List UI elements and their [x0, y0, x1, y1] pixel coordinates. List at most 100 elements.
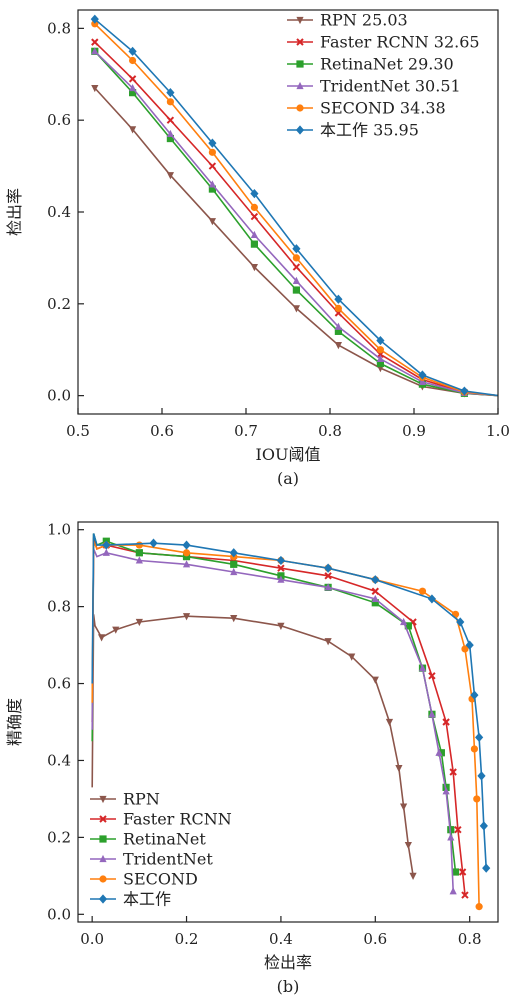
- legend-marker-1-stroke-b: [296, 38, 304, 46]
- data-point-1-7-stroke-b: [277, 564, 285, 572]
- data-point-3-10: [400, 617, 408, 626]
- chart-panel-a: 0.5 0.6 0.7 0.8 0.9 1.0 0.0 0.2 0.4 0.6 0.8 IOU阈值 检出…: [5, 9, 510, 488]
- data-point-5-15: [477, 771, 486, 781]
- data-point-4-5: [182, 549, 191, 557]
- data-point-1-0: [91, 38, 99, 46]
- legend-marker-1-stroke-b: [99, 815, 107, 823]
- data-point-2-9: [371, 599, 379, 607]
- data-point-0-0: [91, 84, 99, 93]
- data-point-3-13: [435, 748, 443, 756]
- data-point-3-7: [277, 575, 285, 583]
- y-tick-label-0: 0.0: [47, 387, 71, 405]
- data-point-1-3: [208, 162, 217, 170]
- data-point-3-3: [102, 548, 110, 556]
- data-point-4-4: [250, 203, 258, 212]
- data-point-3-3: [208, 180, 216, 188]
- data-point-2-4: [250, 240, 258, 248]
- data-point-1-8: [324, 572, 332, 580]
- legend-label-1: Faster RCNN: [123, 810, 232, 829]
- data-point-5-13: [470, 690, 479, 700]
- panel-label: (a): [277, 469, 299, 488]
- data-point-0-4: [112, 626, 120, 634]
- data-point-0-12: [385, 718, 394, 727]
- data-point-3-12: [428, 710, 436, 718]
- legend-label-4: SECOND 34.38: [320, 99, 446, 118]
- data-point-1-9: [371, 587, 380, 595]
- data-point-5-6: [229, 548, 238, 558]
- data-point-5-8: [418, 370, 427, 380]
- x-axis-label: IOU阈值: [256, 445, 321, 464]
- y-axis-label: 检出率: [5, 188, 24, 236]
- data-point-0-7: [230, 615, 238, 623]
- data-point-0-8: [277, 622, 285, 630]
- data-point-4-16: [475, 903, 483, 911]
- data-point-1-2-stroke-b: [166, 116, 175, 124]
- data-point-2-3: [208, 185, 216, 193]
- data-point-4-5: [292, 254, 300, 262]
- data-point-4-6: [334, 304, 342, 313]
- data-point-3-4: [135, 556, 143, 564]
- data-point-2-7: [376, 359, 384, 368]
- legend-label-0: RPN: [123, 790, 160, 809]
- data-point-2-1: [129, 89, 137, 97]
- data-point-0-5: [135, 618, 143, 627]
- data-point-3-14: [442, 787, 450, 795]
- y-tick-label-1: 0.2: [47, 828, 71, 846]
- data-point-3-6: [230, 567, 238, 576]
- data-point-5-5: [292, 244, 301, 254]
- data-point-0-6: [182, 613, 191, 621]
- data-point-5-0: [90, 14, 99, 24]
- data-point-0-10: [348, 653, 356, 661]
- data-point-2-4: [135, 549, 143, 557]
- data-point-3-8: [324, 583, 332, 591]
- data-point-1-5: [292, 263, 301, 271]
- legend-marker-3: [99, 854, 107, 863]
- data-point-5-9: [371, 575, 380, 585]
- data-point-1-16-stroke-b: [461, 891, 469, 899]
- data-point-1-16: [461, 891, 469, 899]
- data-point-5-8: [324, 563, 333, 573]
- data-point-1-15-stroke-b: [458, 868, 467, 876]
- data-point-5-7: [276, 555, 286, 566]
- legend-label-3: TridentNet: [123, 850, 213, 869]
- x-tick-label-2: 0.4: [269, 930, 293, 948]
- data-point-5-3: [102, 540, 111, 550]
- data-point-1-14-stroke-b: [454, 825, 462, 834]
- legend-marker-0: [99, 795, 107, 804]
- data-point-1-0-stroke-b: [91, 38, 99, 46]
- data-point-4-4: [135, 541, 143, 549]
- data-point-1-9-stroke-b: [371, 587, 380, 595]
- legend-label-5: 本工作: [123, 890, 171, 909]
- data-point-0-9: [324, 638, 332, 646]
- data-point-5-11: [456, 617, 465, 627]
- legend-marker-4: [296, 104, 304, 112]
- data-point-3-15: [447, 833, 455, 841]
- data-point-0-2: [166, 172, 174, 180]
- data-point-4-2: [166, 98, 174, 106]
- y-tick-label-4: 0.8: [47, 19, 71, 37]
- data-point-1-4-stroke-b: [250, 212, 259, 221]
- data-point-1-12-stroke-b: [442, 718, 450, 726]
- data-point-3-7: [376, 354, 384, 363]
- data-point-2-16: [451, 868, 460, 876]
- data-point-0-3: [208, 218, 216, 226]
- data-point-1-12: [442, 718, 450, 726]
- data-point-0-4: [250, 263, 258, 272]
- data-point-2-10: [404, 622, 412, 630]
- y-tick-label-3: 0.6: [47, 675, 71, 693]
- data-point-5-14: [475, 732, 484, 742]
- data-point-1-15: [458, 868, 467, 876]
- legend-marker-1: [99, 815, 107, 823]
- data-point-2-5: [292, 286, 300, 294]
- data-point-1-5-stroke-b: [292, 263, 301, 271]
- legend-marker-5: [295, 125, 305, 135]
- y-tick-label-5: 1.0: [47, 521, 71, 539]
- data-point-5-1: [128, 46, 137, 56]
- data-point-0-13: [395, 765, 403, 773]
- x-tick-label-4: 0.9: [402, 422, 426, 440]
- data-point-3-5: [182, 560, 191, 568]
- data-point-5-7: [376, 335, 385, 346]
- data-point-1-11-stroke-b: [428, 672, 436, 680]
- data-point-5-10: [427, 594, 437, 604]
